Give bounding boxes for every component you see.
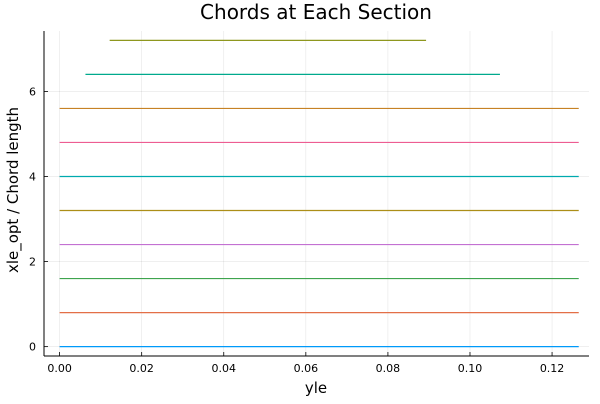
x-axis-label: yle — [305, 379, 327, 397]
axes: 0.00 0.02 0.04 0.06 0.08 0.10 0.12 0 2 4 6 — [29, 31, 589, 375]
y-tick-label: 6 — [29, 85, 36, 98]
y-tick-label: 2 — [29, 256, 36, 269]
x-tick-label: 0.12 — [540, 362, 565, 375]
y-axis-label: xle_opt / Chord length — [4, 107, 23, 273]
y-tick-label: 0 — [29, 341, 36, 354]
x-tick-label: 0.06 — [294, 362, 319, 375]
y-tick-label: 4 — [29, 170, 36, 183]
x-tick-label: 0.04 — [212, 362, 237, 375]
x-tick-label: 0.02 — [129, 362, 154, 375]
chart-title: Chords at Each Section — [200, 0, 432, 24]
grid-lines — [44, 31, 589, 356]
x-tick-label: 0.00 — [47, 362, 72, 375]
x-tick-label: 0.08 — [376, 362, 401, 375]
series-lines — [59, 39, 579, 348]
x-tick-label: 0.10 — [458, 362, 483, 375]
